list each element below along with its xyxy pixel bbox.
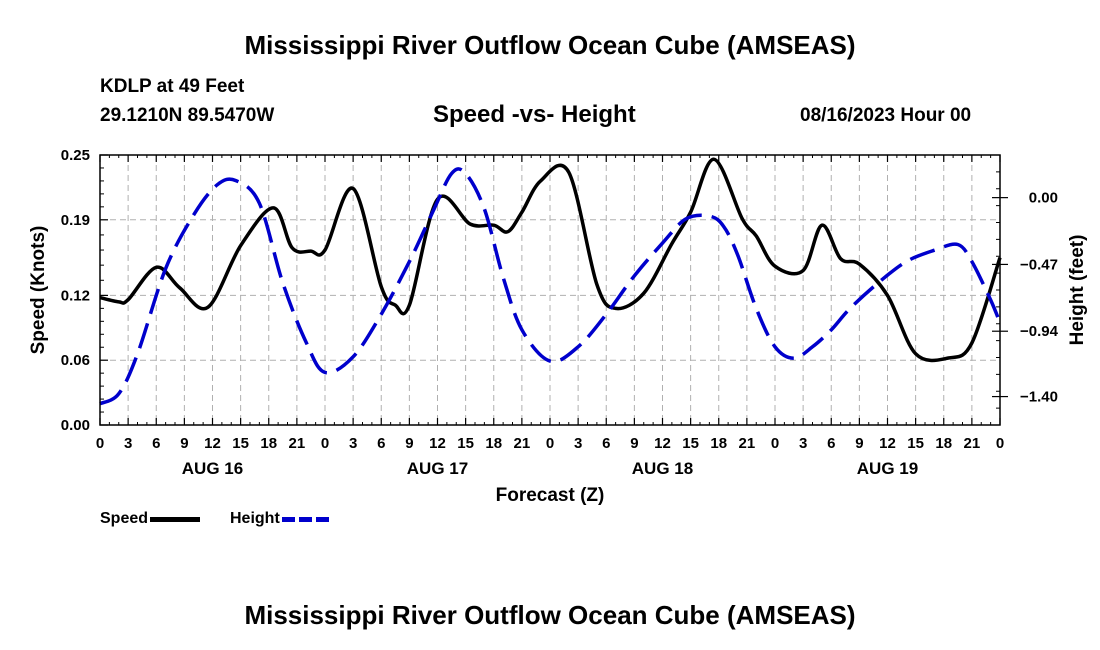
right-tick-label: −1.40 bbox=[1020, 389, 1058, 406]
chart-grid bbox=[100, 155, 1000, 425]
legend-speed-swatch bbox=[150, 516, 201, 522]
chart-series bbox=[99, 157, 1002, 406]
x-tick-label: 0 bbox=[546, 435, 554, 452]
left-tick-label: 0.00 bbox=[61, 417, 90, 434]
x-tick-label: 3 bbox=[574, 435, 582, 452]
x-tick-label: 21 bbox=[739, 435, 756, 452]
series-line-height bbox=[99, 167, 1002, 406]
x-tick-label: 18 bbox=[485, 435, 502, 452]
forecast-datetime: 08/16/2023 Hour 00 bbox=[800, 105, 972, 126]
x-tick-label: 9 bbox=[405, 435, 413, 452]
x-tick-label: 6 bbox=[827, 435, 835, 452]
page-title: Mississippi River Outflow Ocean Cube (AM… bbox=[244, 30, 856, 60]
left-tick-label: 0.19 bbox=[61, 212, 90, 229]
day-label: AUG 19 bbox=[857, 459, 918, 478]
x-tick-label: 12 bbox=[204, 435, 221, 452]
x-tick-label: 12 bbox=[654, 435, 671, 452]
legend-speed: Speed bbox=[100, 510, 201, 528]
left-tick-label: 0.12 bbox=[61, 287, 90, 304]
legend-height: Height bbox=[230, 510, 332, 528]
axis-ticks bbox=[99, 154, 1008, 426]
left-tick-label: 0.06 bbox=[61, 352, 90, 369]
x-tick-label: 15 bbox=[907, 435, 924, 452]
x-tick-label: 9 bbox=[180, 435, 188, 452]
x-tick-label: 18 bbox=[710, 435, 727, 452]
chart-title: Speed -vs- Height bbox=[433, 101, 636, 128]
x-tick-label: 0 bbox=[96, 435, 104, 452]
legend-speed-label: Speed bbox=[100, 510, 149, 527]
x-tick-label: 6 bbox=[377, 435, 385, 452]
x-tick-label: 3 bbox=[349, 435, 357, 452]
x-tick-label: 0 bbox=[996, 435, 1004, 452]
x-tick-label: 12 bbox=[429, 435, 446, 452]
legend-height-swatch bbox=[281, 516, 332, 522]
axis-labels: 0 3 6 9 12 15 18 21 0 3 6 9 12 15 18 21 0 3 6 9 12 15 18 21 0 3 6 9… bbox=[61, 147, 1059, 478]
right-tick-label: 0.00 bbox=[1029, 190, 1058, 207]
left-axis-label: Speed (Knots) bbox=[28, 226, 49, 355]
footer-title: Mississippi River Outflow Ocean Cube (AM… bbox=[244, 600, 856, 630]
right-tick-label: −0.94 bbox=[1020, 323, 1059, 340]
x-tick-label: 18 bbox=[260, 435, 277, 452]
legend-height-label: Height bbox=[230, 510, 280, 527]
day-label: AUG 16 bbox=[182, 459, 243, 478]
day-label: AUG 18 bbox=[632, 459, 693, 478]
right-axis-label: Height (feet) bbox=[1067, 235, 1088, 346]
left-tick-label: 0.25 bbox=[61, 147, 90, 164]
x-tick-label: 3 bbox=[124, 435, 132, 452]
right-tick-label: −0.47 bbox=[1020, 256, 1058, 273]
x-tick-label: 9 bbox=[630, 435, 638, 452]
x-tick-label: 21 bbox=[289, 435, 306, 452]
x-tick-label: 21 bbox=[514, 435, 531, 452]
station-label: KDLP at 49 Feet bbox=[100, 76, 245, 97]
x-tick-label: 12 bbox=[879, 435, 896, 452]
x-tick-label: 21 bbox=[964, 435, 981, 452]
x-tick-label: 3 bbox=[799, 435, 807, 452]
x-tick-label: 15 bbox=[682, 435, 699, 452]
x-tick-label: 6 bbox=[602, 435, 610, 452]
day-label: AUG 17 bbox=[407, 459, 468, 478]
x-axis-label: Forecast (Z) bbox=[496, 485, 605, 506]
x-tick-label: 9 bbox=[855, 435, 863, 452]
x-tick-label: 15 bbox=[232, 435, 249, 452]
x-tick-label: 18 bbox=[935, 435, 952, 452]
station-coordinates: 29.1210N 89.5470W bbox=[100, 105, 275, 126]
series-line-speed bbox=[99, 157, 1002, 363]
x-tick-label: 0 bbox=[321, 435, 329, 452]
x-tick-label: 15 bbox=[457, 435, 474, 452]
x-tick-label: 6 bbox=[152, 435, 160, 452]
x-tick-label: 0 bbox=[771, 435, 779, 452]
